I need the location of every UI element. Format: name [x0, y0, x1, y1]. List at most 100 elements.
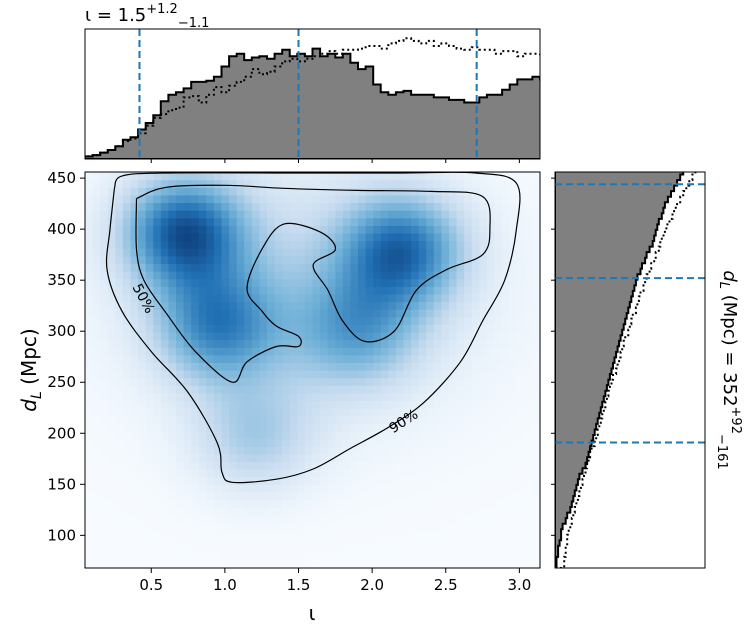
- heatmap-cell: [251, 400, 261, 409]
- heatmap-cell: [244, 430, 253, 440]
- heatmap-cell: [517, 278, 526, 287]
- heatmap-cell: [471, 484, 480, 493]
- heatmap-cell: [342, 491, 352, 501]
- heatmap-cell: [251, 537, 261, 546]
- heatmap-cell: [350, 400, 359, 409]
- heatmap-cell: [85, 278, 94, 287]
- heatmap-cell: [464, 240, 473, 249]
- heatmap-cell: [115, 377, 124, 386]
- heatmap-cell: [433, 309, 443, 318]
- heatmap-cell: [502, 194, 511, 204]
- heatmap-cell: [122, 370, 132, 379]
- heatmap-cell: [130, 194, 139, 204]
- heatmap-cell: [312, 446, 321, 455]
- heatmap-cell: [335, 453, 344, 462]
- heatmap-cell: [213, 301, 223, 310]
- heatmap-cell: [267, 263, 276, 272]
- heatmap-cell: [433, 301, 443, 310]
- heatmap-cell: [441, 354, 450, 363]
- heatmap-cell: [464, 415, 473, 424]
- heatmap-cell: [494, 400, 503, 409]
- heatmap-cell: [486, 263, 496, 272]
- heatmap-cell: [502, 446, 511, 455]
- heatmap-cell: [100, 408, 109, 417]
- heatmap-cell: [524, 248, 534, 257]
- heatmap-cell: [365, 377, 374, 386]
- heatmap-cell: [115, 415, 124, 424]
- heatmap-cell: [486, 248, 496, 257]
- heatmap-cell: [282, 370, 291, 379]
- heatmap-cell: [304, 202, 314, 211]
- heatmap-cell: [297, 400, 306, 409]
- heatmap-cell: [85, 179, 94, 188]
- x-tick-label: 1.0: [213, 576, 237, 594]
- heatmap-cell: [229, 507, 238, 516]
- heatmap-cell: [502, 453, 511, 462]
- heatmap-cell: [373, 446, 382, 455]
- heatmap-cell: [92, 263, 101, 272]
- heatmap-cell: [449, 400, 458, 409]
- heatmap-cell: [221, 354, 230, 363]
- heatmap-cell: [145, 491, 154, 501]
- heatmap-cell: [213, 400, 223, 409]
- heatmap-cell: [145, 499, 154, 508]
- heatmap-cell: [395, 316, 405, 325]
- heatmap-cell: [267, 507, 276, 516]
- heatmap-cell: [358, 210, 367, 219]
- heatmap-cell: [115, 453, 124, 462]
- heatmap-cell: [236, 331, 245, 341]
- heatmap-cell: [358, 217, 367, 226]
- heatmap-cell: [297, 331, 306, 341]
- heatmap-cell: [433, 179, 443, 188]
- heatmap-cell: [138, 194, 147, 204]
- heatmap-cell: [107, 331, 116, 341]
- heatmap-cell: [198, 385, 207, 394]
- heatmap-cell: [532, 194, 540, 204]
- heatmap-cell: [130, 453, 139, 462]
- heatmap-cell: [494, 362, 503, 371]
- heatmap-cell: [198, 552, 207, 561]
- heatmap-cell: [168, 507, 177, 516]
- heatmap-cell: [221, 331, 230, 341]
- heatmap-cell: [312, 370, 321, 379]
- heatmap-cell: [274, 529, 283, 539]
- heatmap-cell: [267, 347, 276, 356]
- heatmap-cell: [532, 408, 540, 417]
- heatmap-cell: [130, 385, 139, 394]
- heatmap-cell: [206, 469, 215, 478]
- heatmap-cell: [85, 476, 94, 485]
- heatmap-cell: [365, 446, 374, 455]
- heatmap-cell: [350, 438, 359, 447]
- heatmap-cell: [365, 225, 374, 234]
- heatmap-cell: [388, 461, 397, 470]
- heatmap-cell: [282, 400, 291, 409]
- heatmap-cell: [183, 347, 192, 356]
- heatmap-cell: [168, 491, 177, 501]
- heatmap-cell: [418, 484, 427, 493]
- heatmap-cell: [532, 461, 540, 470]
- heatmap-cell: [267, 324, 276, 333]
- heatmap-cell: [229, 339, 238, 348]
- heatmap-cell: [502, 438, 511, 447]
- heatmap-cell: [312, 461, 321, 470]
- heatmap-cell: [92, 514, 101, 523]
- heatmap-cell: [282, 232, 291, 242]
- heatmap-cell: [335, 339, 344, 348]
- heatmap-cell: [160, 255, 170, 264]
- heatmap-cell: [395, 491, 405, 501]
- heatmap-cell: [85, 453, 94, 462]
- heatmap-cell: [471, 469, 480, 478]
- heatmap-cell: [449, 507, 458, 516]
- heatmap-cell: [532, 438, 540, 447]
- heatmap-cell: [229, 461, 238, 470]
- heatmap-cell: [418, 347, 427, 356]
- heatmap-cell: [160, 537, 170, 546]
- x-axis-label: ι: [309, 601, 316, 625]
- heatmap-cell: [168, 331, 177, 341]
- heatmap-cell: [479, 271, 488, 280]
- heatmap-cell: [176, 347, 185, 356]
- heatmap-cell: [122, 514, 132, 523]
- heatmap-cell: [517, 217, 526, 226]
- distance-summary-median: 352: [719, 372, 740, 406]
- heatmap-cell: [342, 545, 352, 554]
